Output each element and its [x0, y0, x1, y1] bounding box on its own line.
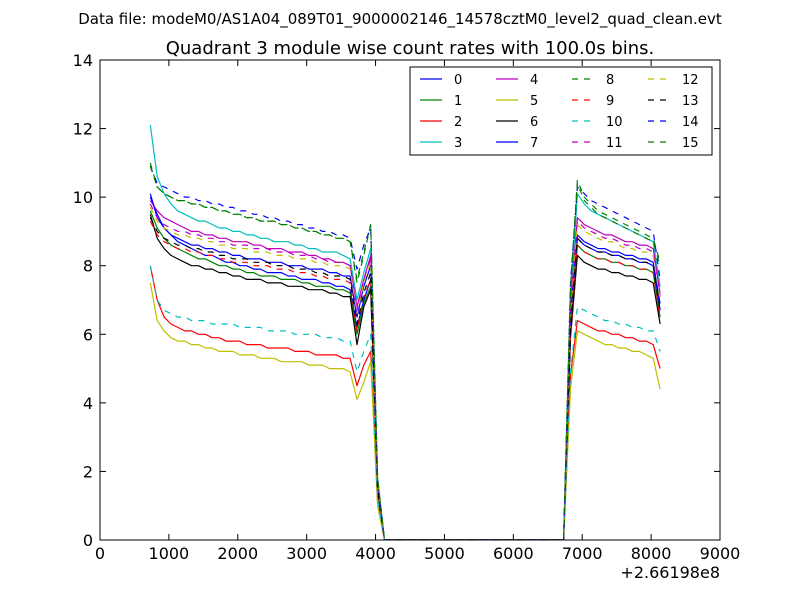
- series-line-11: [149, 203, 661, 540]
- legend-label-15: 15: [682, 136, 699, 151]
- x-tick-label: 8000: [631, 544, 672, 563]
- legend-label-12: 12: [682, 73, 699, 88]
- series-line-3: [149, 125, 661, 540]
- plot-frame: [99, 59, 721, 541]
- legend-label-8: 8: [606, 73, 614, 88]
- chart-title: Quadrant 3 module wise count rates with …: [166, 38, 655, 59]
- legend-label-10: 10: [606, 115, 623, 130]
- x-tick-label: 9000: [700, 544, 741, 563]
- x-tick-label: 3000: [286, 544, 327, 563]
- legend-label-13: 13: [682, 94, 699, 109]
- series-line-6: [149, 214, 661, 540]
- x-tick-label: 2000: [217, 544, 258, 563]
- x-tick-label: 4000: [355, 544, 396, 563]
- legend-label-5: 5: [530, 94, 538, 109]
- tick-layer: 0 1000 2000 3000 4000 5000 6000 7000 8000 9000 0 2 4…: [73, 51, 741, 563]
- legend-label-0: 0: [454, 73, 462, 88]
- legend-label-7: 7: [530, 136, 538, 151]
- y-tick-label: 10: [73, 188, 93, 207]
- series-layer: [149, 125, 661, 540]
- series-line-5: [149, 282, 661, 540]
- series-line-2: [149, 265, 661, 540]
- y-tick-label: 12: [73, 120, 93, 139]
- x-tick-label: 1000: [149, 544, 190, 563]
- y-tick-label: 2: [83, 462, 93, 481]
- series-line-10: [149, 265, 661, 540]
- y-tick-label: 14: [73, 51, 93, 70]
- legend-label-14: 14: [682, 115, 699, 130]
- legend-label-9: 9: [606, 94, 614, 109]
- legend-box: [409, 66, 713, 156]
- x-tick-label: 0: [95, 544, 105, 563]
- y-tick-label: 8: [83, 257, 93, 276]
- series-line-12: [149, 207, 661, 540]
- legend-label-1: 1: [454, 94, 462, 109]
- legend-label-4: 4: [530, 73, 538, 88]
- legend-label-6: 6: [530, 115, 538, 130]
- figure-supertitle: Data file: modeM0/AS1A04_089T01_90000021…: [78, 10, 722, 29]
- y-tick-label: 6: [83, 325, 93, 344]
- legend-label-11: 11: [606, 136, 623, 151]
- x-tick-label: 6000: [493, 544, 534, 563]
- series-line-8: [149, 162, 661, 540]
- y-tick-label: 0: [83, 531, 93, 550]
- series-line-1: [149, 210, 661, 540]
- legend-label-3: 3: [454, 136, 462, 151]
- x-tick-label: 7000: [562, 544, 603, 563]
- legend-label-2: 2: [454, 115, 462, 130]
- x-offset-label: +2.66198e8: [620, 563, 720, 582]
- y-tick-label: 4: [83, 394, 93, 413]
- series-line-9: [149, 220, 661, 540]
- series-line-13: [149, 217, 661, 540]
- x-tick-label: 5000: [424, 544, 465, 563]
